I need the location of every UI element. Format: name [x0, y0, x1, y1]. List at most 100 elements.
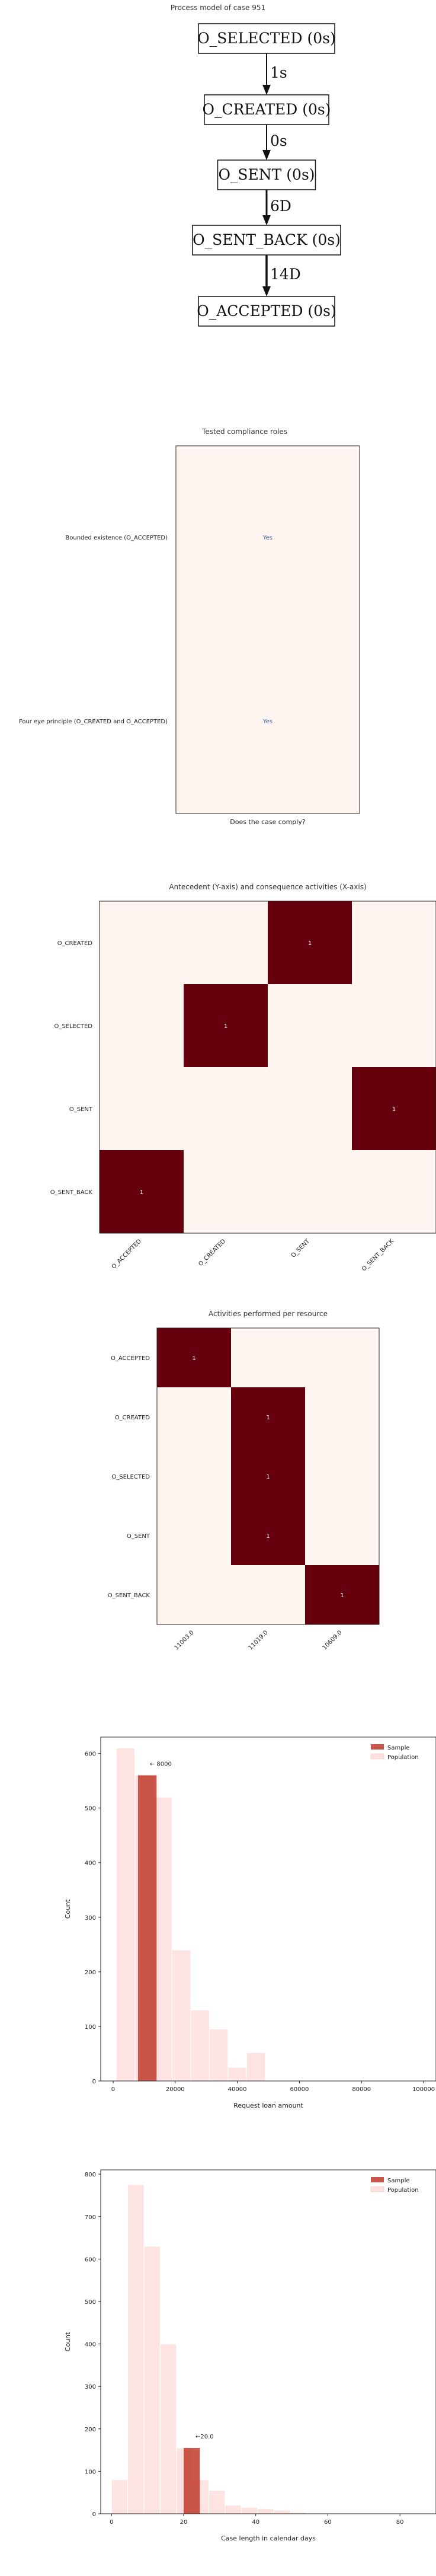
heatmap-cell — [231, 1387, 305, 1447]
y-tick-label: 800 — [85, 2172, 96, 2178]
histogram-frame — [100, 1737, 436, 2082]
process-model-panel: Process model of case 951 O_SELECTED (0s… — [0, 0, 436, 391]
process-edge-arrowhead — [262, 286, 271, 296]
heatmap-cell — [100, 1150, 184, 1233]
process-node-label: O_CREATED (0s) — [202, 101, 331, 118]
population-bar — [257, 2508, 274, 2514]
population-bar — [111, 2479, 129, 2514]
loan-hist-panel: 0 20000 40000 60000 80000 100000 0 100 200 300 400… — [0, 1719, 436, 2134]
x-tick-label: 100000 — [412, 2086, 435, 2093]
x-axis-label: Request loan amount — [233, 2102, 303, 2109]
histogram-frame — [100, 2169, 436, 2514]
heatmap-row-label: O_SELECTED — [111, 1474, 150, 1480]
process-model-title: Process model of case 951 — [170, 4, 266, 12]
x-tick-label: 80 — [396, 2519, 404, 2526]
heatmap-cell — [231, 1506, 305, 1565]
process-edge-label: 14D — [270, 266, 301, 283]
x-tick-label: 0 — [110, 2519, 113, 2526]
legend-swatch-sample — [371, 1744, 384, 1750]
y-tick-label: 0 — [92, 2511, 96, 2518]
y-tick-label: 300 — [85, 2384, 96, 2390]
compliance-title: Tested compliance roles — [201, 427, 287, 436]
sample-annotation: ←20.0 — [195, 2434, 214, 2440]
population-bar — [273, 2510, 291, 2514]
heatmap-column-label: 10609.0 — [322, 1629, 344, 1651]
legend-swatch-population — [370, 1753, 384, 1760]
sample-bar — [137, 1775, 157, 2081]
compliance-plot-area — [175, 445, 360, 814]
legend-label-population: Population — [387, 1754, 419, 1761]
population-bar — [227, 2067, 247, 2082]
heatmap-column-label: 11019.0 — [248, 1629, 270, 1651]
x-tick-label: 80000 — [352, 2086, 371, 2093]
legend-label-population: Population — [387, 2187, 419, 2194]
process-node-box — [217, 159, 316, 190]
compliance-panel: Tested compliance roles Bounded existenc… — [0, 415, 436, 842]
process-node-label: O_SELECTED (0s) — [197, 30, 336, 47]
heatmap-title: Antecedent (Y-axis) and consequence acti… — [169, 883, 366, 891]
heatmap-column-label: O_CREATED — [197, 1238, 227, 1268]
heatmap-cell — [268, 901, 352, 984]
y-tick-label: 400 — [85, 1860, 96, 1867]
heatmap-cell-value: 1 — [192, 1355, 195, 1362]
compliance-cell-value: Yes — [262, 535, 272, 541]
legend-swatch-sample — [371, 2177, 384, 2182]
x-tick-label: 40 — [252, 2519, 259, 2526]
compliance-row-label: Four eye principle (O_CREATED and O_ACCE… — [19, 719, 168, 725]
process-edge-arrowhead — [262, 150, 271, 160]
heatmap-frame — [156, 1327, 380, 1625]
process-edge-label: 1s — [270, 64, 287, 81]
heatmap-row-label: O_SENT — [69, 1106, 93, 1113]
x-axis-label: Case length in calendar days — [221, 2534, 316, 2542]
heatmap-row-label: O_ACCEPTED — [111, 1355, 150, 1362]
y-tick-label: 300 — [85, 1915, 96, 1921]
process-node-box — [198, 23, 335, 54]
population-bar — [190, 2009, 210, 2082]
heatmap-cell — [352, 1067, 436, 1150]
population-bar — [127, 2184, 145, 2514]
loan-amount-histogram: 0 20000 40000 60000 80000 100000 0 100 200 300 400… — [64, 1737, 436, 2109]
resource-panel: Activities performed per resource 1 1 1 1 1 O_… — [0, 1281, 436, 1696]
x-tick-label: 60000 — [290, 2086, 309, 2093]
process-node-label: O_SENT_BACK (0s) — [193, 231, 341, 248]
caselen-hist-panel: 0 20 40 60 80 0 100 200 300 400 500 600 700 800 Case l… — [0, 2152, 436, 2574]
population-bar — [159, 2344, 177, 2514]
legend-label-sample: Sample — [387, 2178, 410, 2184]
population-bar — [241, 2507, 258, 2514]
antecedent-panel: Antecedent (Y-axis) and consequence acti… — [0, 866, 436, 1298]
compliance-x-label: Does the case comply? — [230, 818, 306, 826]
y-axis-label: Count — [64, 2332, 72, 2351]
process-edge-label: 6D — [270, 197, 291, 215]
heatmap-column-label: 11003.0 — [174, 1629, 195, 1651]
y-tick-label: 200 — [85, 2427, 96, 2433]
heatmap-cell-value: 1 — [308, 940, 312, 947]
y-tick-label: 400 — [85, 2342, 96, 2348]
compliance-row-label: Bounded existence (O_ACCEPTED) — [65, 535, 168, 541]
process-node-box — [192, 225, 341, 256]
sample-annotation: ← 8000 — [150, 1761, 172, 1767]
y-tick-label: 100 — [85, 2024, 96, 2031]
antecedent-heatmap: Antecedent (Y-axis) and consequence acti… — [50, 883, 436, 1272]
heatmap-row-label: O_SENT_BACK — [50, 1189, 93, 1196]
process-edge-label: 0s — [270, 132, 287, 149]
process-edge-arrowhead — [262, 215, 271, 225]
population-bar — [172, 1949, 191, 2082]
y-tick-label: 0 — [92, 2079, 96, 2085]
y-tick-label: 500 — [85, 1806, 96, 1812]
x-tick-label: 40000 — [228, 2086, 247, 2093]
x-tick-label: 60 — [324, 2519, 332, 2526]
x-tick-label: 20 — [180, 2519, 188, 2526]
heatmap-row-label: O_SELECTED — [54, 1023, 92, 1030]
population-bar — [143, 2246, 161, 2514]
heatmap-column-label: O_SENT_BACK — [361, 1238, 395, 1272]
y-tick-label: 600 — [85, 2256, 96, 2263]
process-edge-arrowhead — [262, 85, 271, 95]
population-bar — [225, 2505, 242, 2514]
y-tick-label: 100 — [85, 2469, 96, 2475]
x-tick-label: 0 — [111, 2086, 115, 2093]
process-node-label: O_SENT (0s) — [218, 166, 315, 183]
y-tick-label: 700 — [85, 2214, 96, 2221]
legend-label-sample: Sample — [387, 1745, 410, 1751]
population-bar — [209, 2029, 229, 2082]
population-bar — [116, 1747, 136, 2082]
